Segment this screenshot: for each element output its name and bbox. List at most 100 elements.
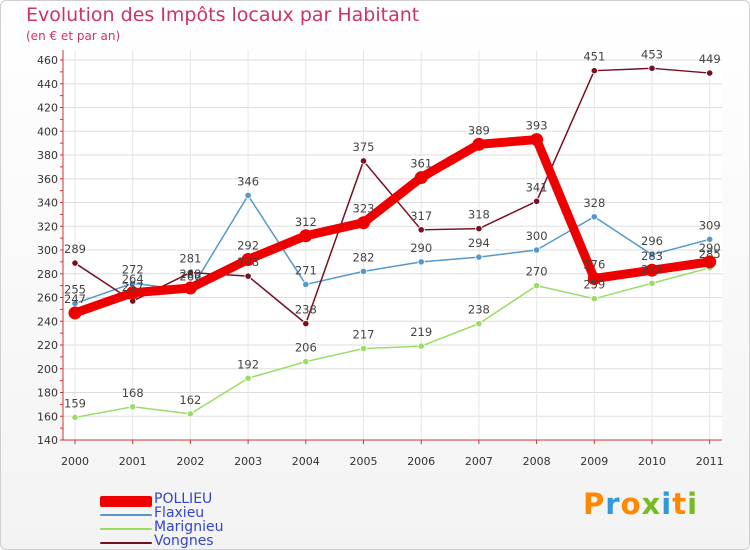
data-point xyxy=(475,225,483,233)
plot-area xyxy=(63,50,722,440)
data-label: 323 xyxy=(353,202,375,216)
data-label: 449 xyxy=(699,52,721,66)
data-label: 168 xyxy=(122,386,144,400)
series-pollieu xyxy=(68,133,717,320)
data-label: 268 xyxy=(179,267,201,281)
data-label: 318 xyxy=(468,208,490,222)
data-point xyxy=(241,253,255,266)
data-point xyxy=(532,246,541,254)
x-tick-label: 2011 xyxy=(696,455,724,468)
y-tick-label: 420 xyxy=(37,102,58,115)
data-point xyxy=(475,320,483,328)
data-point xyxy=(590,67,598,75)
legend-label: Marignieu xyxy=(154,519,224,535)
data-point xyxy=(359,157,368,165)
x-tick-label: 2006 xyxy=(407,455,435,468)
y-tick-label: 300 xyxy=(37,244,58,257)
data-point xyxy=(302,320,310,328)
series-line xyxy=(74,267,711,419)
data-label: 217 xyxy=(353,328,375,342)
data-point xyxy=(587,272,601,285)
data-label: 285 xyxy=(699,247,721,261)
legend-swatch xyxy=(100,495,152,507)
data-label: 290 xyxy=(699,241,721,255)
x-tick-label: 2009 xyxy=(580,455,608,468)
y-tick-label: 240 xyxy=(37,315,58,328)
legend-swatch xyxy=(100,528,152,530)
data-point xyxy=(475,253,483,261)
series-marignieu xyxy=(71,264,714,422)
data-label: 192 xyxy=(237,357,259,371)
y-tick-label: 460 xyxy=(37,54,58,67)
data-point xyxy=(68,306,82,320)
data-label: 281 xyxy=(179,252,201,266)
data-point xyxy=(186,268,194,277)
legend-label: Flaxieu xyxy=(154,505,205,521)
data-label: 317 xyxy=(410,209,432,223)
data-point xyxy=(532,197,541,205)
data-point xyxy=(299,229,313,243)
data-point xyxy=(357,216,370,230)
data-label: 294 xyxy=(468,236,490,250)
y-tick-label: 180 xyxy=(37,387,58,400)
y-tick-label: 400 xyxy=(37,125,58,138)
data-label: 292 xyxy=(237,239,259,253)
data-label: 282 xyxy=(353,250,375,264)
data-label: 346 xyxy=(237,174,259,188)
data-point xyxy=(71,259,79,267)
x-tick-label: 2007 xyxy=(465,455,493,468)
data-label: 162 xyxy=(179,393,201,407)
x-tick-label: 2001 xyxy=(119,455,147,468)
data-point xyxy=(645,263,659,277)
legend-swatch xyxy=(100,514,152,516)
legend-swatch xyxy=(100,542,152,544)
data-label: 259 xyxy=(583,278,605,292)
data-label: 272 xyxy=(641,262,663,276)
data-point xyxy=(590,213,598,221)
data-label: 264 xyxy=(122,272,144,286)
data-point xyxy=(530,133,544,147)
data-label: 290 xyxy=(410,241,432,255)
data-label: 283 xyxy=(641,249,663,263)
y-tick-label: 380 xyxy=(37,149,58,162)
data-point xyxy=(359,344,368,353)
x-tick-label: 2000 xyxy=(61,455,89,468)
data-label: 159 xyxy=(64,396,86,410)
data-point xyxy=(71,413,79,422)
data-point xyxy=(244,191,252,199)
chart-title: Evolution des Impôts locaux par Habitant xyxy=(26,4,420,26)
data-point xyxy=(472,137,486,151)
chart-subtitle: (en € et par an) xyxy=(26,29,121,43)
data-label: 206 xyxy=(295,341,317,355)
x-tick-label: 2004 xyxy=(292,455,320,468)
x-tick-label: 2005 xyxy=(350,455,378,468)
data-label: 270 xyxy=(526,265,548,279)
data-point xyxy=(417,342,425,350)
y-tick-label: 320 xyxy=(37,220,58,233)
data-label: 393 xyxy=(526,119,548,133)
y-tick-label: 160 xyxy=(37,410,58,423)
y-tick-label: 340 xyxy=(37,197,58,210)
data-point xyxy=(302,358,310,366)
data-point xyxy=(417,226,425,234)
data-label: 312 xyxy=(295,215,317,229)
x-tick-label: 2010 xyxy=(638,455,666,468)
data-label: 219 xyxy=(410,325,432,339)
proxiti-logo: Proxiti xyxy=(583,487,699,521)
data-label: 375 xyxy=(353,140,375,154)
data-label: 247 xyxy=(64,292,86,306)
data-label: 289 xyxy=(64,242,86,256)
data-point xyxy=(414,171,428,185)
y-tick-label: 440 xyxy=(37,78,58,91)
data-point xyxy=(183,281,197,295)
data-point xyxy=(126,286,140,300)
x-tick-label: 2003 xyxy=(234,455,262,468)
data-label: 278 xyxy=(237,255,259,269)
data-label: 238 xyxy=(468,303,490,317)
data-point xyxy=(359,267,368,275)
data-label: 272 xyxy=(122,262,144,276)
data-label: 276 xyxy=(583,258,605,272)
data-point xyxy=(648,64,656,72)
y-tick-label: 260 xyxy=(37,292,58,305)
y-tick-label: 200 xyxy=(37,363,58,376)
